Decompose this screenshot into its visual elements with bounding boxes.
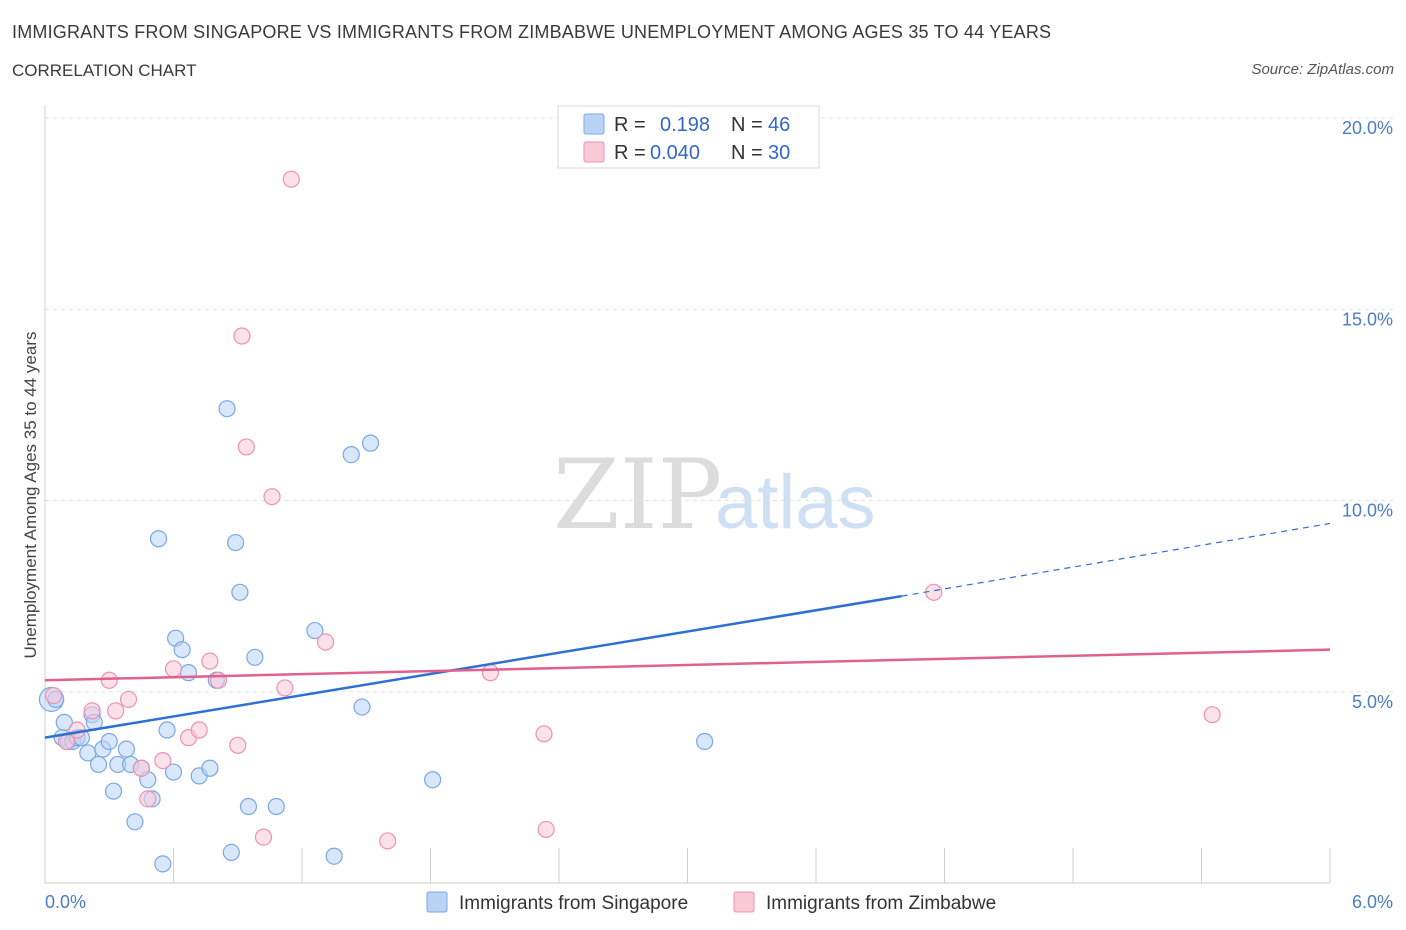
legend-swatch-singapore: [583, 113, 605, 135]
y-tick-label-1: 10.0%: [1342, 501, 1393, 521]
point-singapore-40: [325, 847, 343, 865]
point-singapore-22: [149, 530, 168, 548]
point-singapore-3: [55, 713, 73, 731]
legend: R = 0.198 N = 46 R = 0.040 N = 30: [557, 105, 820, 169]
point-singapore-18: [126, 813, 144, 831]
point-singapore-16: [117, 740, 135, 758]
point-singapore-37: [246, 648, 264, 666]
point-zimbabwe-24: [481, 664, 500, 682]
point-zimbabwe-14: [209, 671, 228, 689]
point-zimbabwe-27: [925, 583, 943, 601]
point-singapore-41: [353, 698, 371, 716]
point-zimbabwe-2: [68, 721, 86, 739]
point-zimbabwe-9: [154, 751, 172, 770]
legend-r-label-zimbabwe: R =: [614, 142, 646, 164]
x-tick-labels: 0.0% 6.0%: [45, 892, 1393, 912]
legend-swatch-zimbabwe: [583, 141, 605, 163]
x-tick-label-1: 6.0%: [1352, 892, 1393, 912]
data-points: [38, 170, 1221, 873]
point-zimbabwe-6: [119, 690, 138, 709]
source-label: Source: ZipAtlas.com: [1251, 61, 1394, 78]
point-zimbabwe-22: [316, 633, 335, 651]
watermark-atlas-text: atlas: [715, 460, 876, 545]
bottom-legend-label-zimbabwe: Immigrants from Zimbabwe: [766, 893, 996, 914]
legend-n-label-zimbabwe: N =: [731, 142, 763, 164]
point-singapore-33: [222, 843, 240, 862]
chart-subtitle: CORRELATION CHART: [12, 61, 197, 80]
point-singapore-27: [173, 641, 191, 659]
point-singapore-36: [239, 797, 258, 816]
point-singapore-39: [306, 621, 324, 640]
bottom-legend: Immigrants from Singapore Immigrants fro…: [426, 891, 996, 914]
point-zimbabwe-13: [201, 652, 219, 670]
point-zimbabwe-5: [107, 702, 125, 720]
trend-line-singapore: [44, 594, 902, 739]
point-singapore-14: [104, 782, 123, 800]
point-zimbabwe-0: [44, 686, 63, 705]
point-zimbabwe-28: [1203, 706, 1221, 724]
point-zimbabwe-10: [164, 660, 183, 678]
point-zimbabwe-19: [263, 488, 281, 506]
point-zimbabwe-20: [276, 679, 294, 697]
point-zimbabwe-12: [190, 721, 208, 739]
point-zimbabwe-3: [83, 702, 101, 720]
point-zimbabwe-15: [229, 736, 247, 754]
point-singapore-32: [218, 400, 236, 418]
legend-n-value-zimbabwe: 30: [768, 142, 790, 164]
bottom-legend-swatch-singapore: [426, 891, 448, 913]
legend-r-value-singapore: 0.198: [660, 114, 710, 136]
legend-r-label-singapore: R =: [614, 114, 646, 136]
y-axis-label: Unemployment Among Ages 35 to 44 years: [21, 332, 40, 659]
bottom-legend-label-singapore: Immigrants from Singapore: [459, 893, 688, 914]
point-zimbabwe-17: [237, 438, 255, 456]
point-zimbabwe-23: [379, 832, 397, 850]
point-zimbabwe-18: [254, 828, 273, 846]
point-zimbabwe-25: [537, 820, 555, 839]
point-singapore-24: [158, 721, 176, 739]
point-singapore-13: [100, 732, 118, 751]
bottom-legend-swatch-zimbabwe: [733, 891, 755, 913]
chart-title: IMMIGRANTS FROM SINGAPORE VS IMMIGRANTS …: [12, 22, 1052, 42]
point-singapore-45: [696, 732, 714, 751]
point-singapore-34: [227, 533, 245, 552]
watermark-zip-text: ZIP: [553, 439, 722, 551]
point-zimbabwe-4: [100, 671, 118, 689]
point-zimbabwe-26: [535, 725, 553, 743]
point-singapore-25: [164, 763, 183, 781]
y-tick-label-0: 5.0%: [1352, 692, 1393, 712]
point-singapore-11: [89, 755, 108, 774]
trend-lines: [44, 522, 1331, 739]
legend-n-label-singapore: N =: [731, 114, 763, 136]
watermark: ZIP atlas: [553, 439, 876, 551]
axes: [44, 105, 1331, 884]
legend-r-value-zimbabwe: 0.040: [650, 142, 700, 164]
trend-line-singapore-extension: [901, 522, 1331, 597]
point-singapore-38: [267, 797, 285, 816]
y-tick-labels: 5.0% 10.0% 15.0% 20.0%: [1342, 118, 1393, 712]
x-tick-label-0: 0.0%: [45, 892, 86, 912]
y-tick-label-3: 20.0%: [1342, 118, 1393, 138]
point-singapore-44: [424, 771, 442, 789]
grid-lines: [45, 117, 1395, 693]
point-zimbabwe-8: [139, 790, 157, 808]
point-singapore-43: [361, 434, 380, 452]
trend-line-zimbabwe: [44, 648, 1331, 682]
point-singapore-42: [342, 446, 360, 464]
point-zimbabwe-21: [282, 170, 300, 188]
legend-n-value-singapore: 46: [768, 114, 790, 136]
point-singapore-30: [201, 759, 219, 777]
point-zimbabwe-7: [132, 759, 150, 777]
point-zimbabwe-16: [233, 327, 251, 345]
point-singapore-35: [231, 583, 249, 601]
point-singapore-23: [154, 855, 172, 873]
y-tick-label-2: 15.0%: [1342, 309, 1393, 329]
